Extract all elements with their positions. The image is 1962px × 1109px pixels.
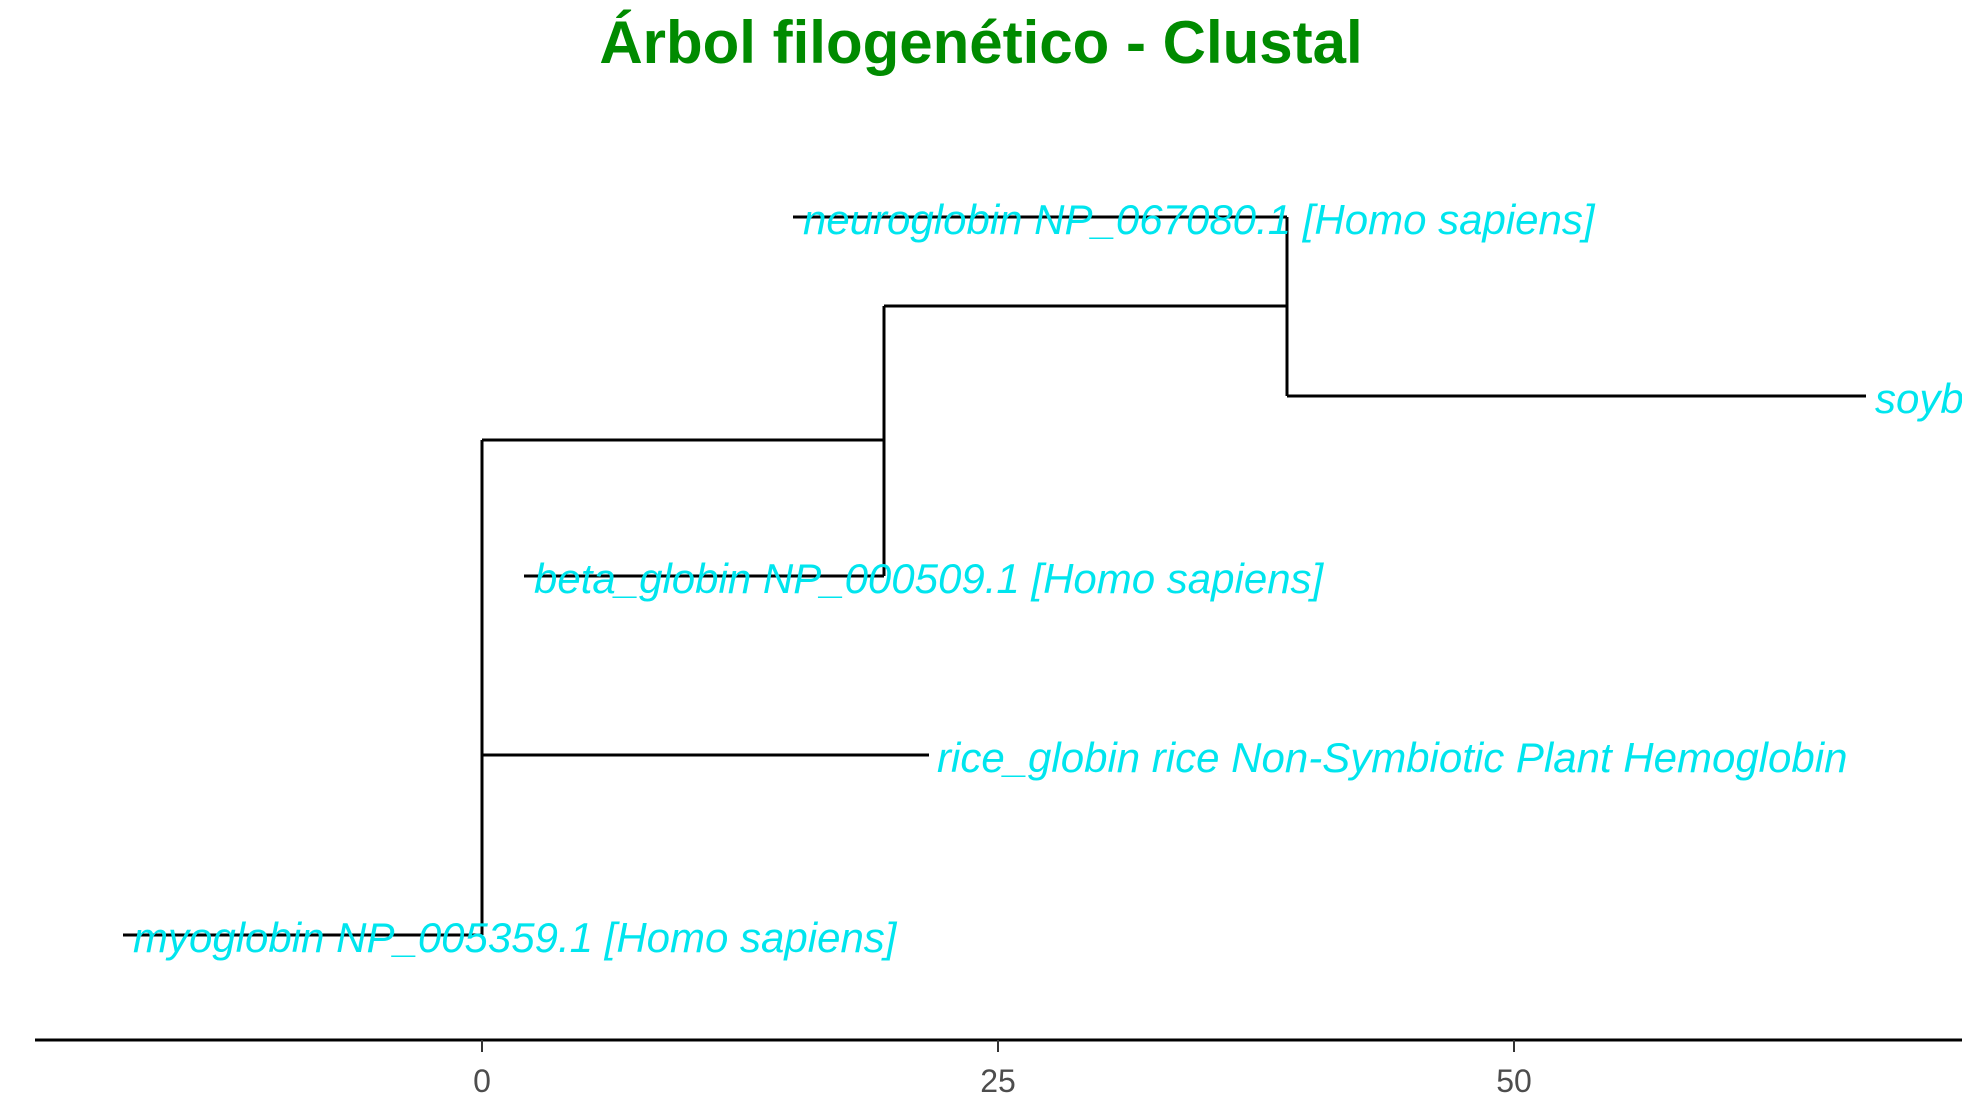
tip-label-beta-globin: beta_globin NP_000509.1 [Homo sapiens] xyxy=(534,555,1325,602)
x-axis-tick-label-25: 25 xyxy=(980,1063,1016,1099)
tip-label-rice-globin: rice_globin rice Non-Symbiotic Plant Hem… xyxy=(937,734,1847,781)
x-axis-tick-label-0: 0 xyxy=(473,1063,491,1099)
chart-title: Árbol filogenético - Clustal xyxy=(599,9,1363,76)
x-axis-tick-label-50: 50 xyxy=(1496,1063,1532,1099)
tip-label-soybean: soybean xyxy=(1875,375,1962,422)
tip-label-myoglobin: myoglobin NP_005359.1 [Homo sapiens] xyxy=(133,914,898,961)
tip-label-neuroglobin: neuroglobin NP_067080.1 [Homo sapiens] xyxy=(803,196,1596,243)
